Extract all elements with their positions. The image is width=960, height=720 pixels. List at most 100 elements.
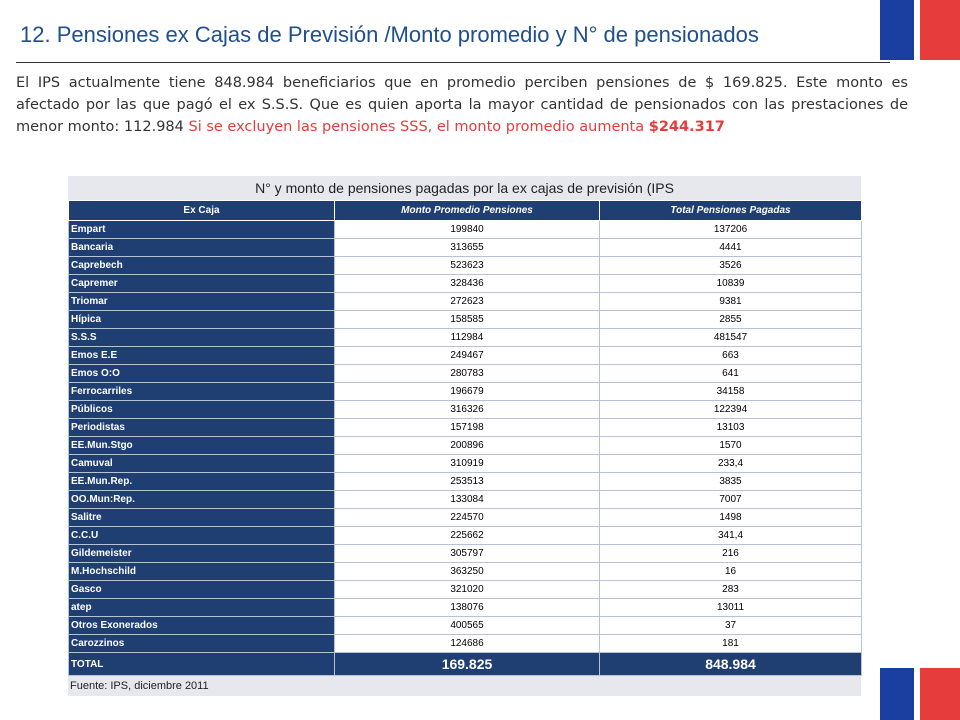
row-caja-name: Emos O:O (68, 364, 335, 383)
row-monto-value: 157198 (334, 418, 600, 437)
header-ex-caja: Ex Caja (68, 200, 335, 221)
row-monto-value: 316326 (334, 400, 600, 419)
row-total-value: 1498 (599, 508, 862, 527)
summary-text: El IPS actualmente tiene 848.984 benefic… (16, 75, 908, 135)
row-total-value: 3526 (599, 256, 862, 275)
row-monto-value: 249467 (334, 346, 600, 365)
flag-decoration-top (880, 0, 960, 60)
row-monto-value: 158585 (334, 310, 600, 329)
summary-paragraph: El IPS actualmente tiene 848.984 benefic… (16, 72, 908, 138)
row-total-value: 663 (599, 346, 862, 365)
row-monto-value: 400565 (334, 616, 600, 635)
row-monto-value: 196679 (334, 382, 600, 401)
row-total-value: 3835 (599, 472, 862, 491)
row-total-value: 283 (599, 580, 862, 599)
row-total-value: 34158 (599, 382, 862, 401)
table-row: Emos O:O 280783 641 (68, 364, 862, 383)
row-caja-name: Emos E.E (68, 346, 335, 365)
pensions-table: Ex Caja Monto Promedio Pensiones Total P… (68, 200, 862, 676)
row-total-value: 137206 (599, 220, 862, 239)
row-caja-name: Capremer (68, 274, 335, 293)
row-total-value: 16 (599, 562, 862, 581)
page-title: 12. Pensiones ex Cajas de Previsión /Mon… (20, 22, 759, 47)
row-caja-name: M.Hochschild (68, 562, 335, 581)
row-monto-value: 305797 (334, 544, 600, 563)
table-row: C.C.U 225662 341,4 (68, 526, 862, 545)
table-row: Gildemeister 305797 216 (68, 544, 862, 563)
row-caja-name: Bancaria (68, 238, 335, 257)
row-caja-name: EE.Mun.Stgo (68, 436, 335, 455)
row-caja-name: C.C.U (68, 526, 335, 545)
table-row: EE.Mun.Stgo 200896 1570 (68, 436, 862, 455)
table-row: Caprebech 523623 3526 (68, 256, 862, 275)
row-total-value: 122394 (599, 400, 862, 419)
table-row: Triomar 272623 9381 (68, 292, 862, 311)
row-monto-value: 321020 (334, 580, 600, 599)
table-row: Hípica 158585 2855 (68, 310, 862, 329)
row-caja-name: Salitre (68, 508, 335, 527)
row-caja-name: Gasco (68, 580, 335, 599)
table-row: Emos E.E 249467 663 (68, 346, 862, 365)
row-caja-name: EE.Mun.Rep. (68, 472, 335, 491)
pensions-table-panel: N° y monto de pensiones pagadas por la e… (68, 176, 862, 696)
table-row: Camuval 310919 233,4 (68, 454, 862, 473)
table-row: Bancaria 313655 4441 (68, 238, 862, 257)
header-monto-promedio: Monto Promedio Pensiones (334, 200, 600, 221)
row-monto-value: 225662 (334, 526, 600, 545)
row-caja-name: S.S.S (68, 328, 335, 347)
row-total-value: 13011 (599, 598, 862, 617)
row-caja-name: atep (68, 598, 335, 617)
summary-amount: $244.317 (648, 119, 725, 135)
row-caja-name: Triomar (68, 292, 335, 311)
summary-highlight: Si se excluyen las pensiones SSS, el mon… (188, 119, 649, 135)
row-total-value: 7007 (599, 490, 862, 509)
row-total-value: 4441 (599, 238, 862, 257)
row-total-value: 37 (599, 616, 862, 635)
row-total-value: 181 (599, 634, 862, 653)
row-total-value: 641 (599, 364, 862, 383)
row-monto-value: 272623 (334, 292, 600, 311)
flag-decoration-bottom (880, 668, 960, 720)
row-monto-value: 199840 (334, 220, 600, 239)
row-monto-value: 328436 (334, 274, 600, 293)
row-total-value: 13103 (599, 418, 862, 437)
row-caja-name: Otros Exonerados (68, 616, 335, 635)
row-monto-value: 363250 (334, 562, 600, 581)
table-row: Otros Exonerados 400565 37 (68, 616, 862, 635)
row-monto-value: 133084 (334, 490, 600, 509)
row-caja-name: Periodistas (68, 418, 335, 437)
total-monto-value: 169.825 (334, 652, 600, 676)
row-monto-value: 310919 (334, 454, 600, 473)
row-caja-name: Empart (68, 220, 335, 239)
row-total-value: 341,4 (599, 526, 862, 545)
row-total-value: 9381 (599, 292, 862, 311)
row-total-value: 10839 (599, 274, 862, 293)
table-row: Salitre 224570 1498 (68, 508, 862, 527)
row-caja-name: Ferrocarriles (68, 382, 335, 401)
total-pensiones-value: 848.984 (599, 652, 862, 676)
row-monto-value: 280783 (334, 364, 600, 383)
row-monto-value: 253513 (334, 472, 600, 491)
row-caja-name: Públicos (68, 400, 335, 419)
table-caption: N° y monto de pensiones pagadas por la e… (255, 180, 674, 196)
table-row: atep 138076 13011 (68, 598, 862, 617)
row-monto-value: 224570 (334, 508, 600, 527)
table-row: M.Hochschild 363250 16 (68, 562, 862, 581)
table-row: Públicos 316326 122394 (68, 400, 862, 419)
row-monto-value: 124686 (334, 634, 600, 653)
row-monto-value: 313655 (334, 238, 600, 257)
row-caja-name: Camuval (68, 454, 335, 473)
table-total-row: TOTAL 169.825 848.984 (68, 652, 862, 676)
row-caja-name: Carozzinos (68, 634, 335, 653)
table-row: Gasco 321020 283 (68, 580, 862, 599)
row-total-value: 233,4 (599, 454, 862, 473)
table-row: Capremer 328436 10839 (68, 274, 862, 293)
row-total-value: 1570 (599, 436, 862, 455)
table-row: OO.Mun:Rep. 133084 7007 (68, 490, 862, 509)
source-note: Fuente: IPS, diciembre 2011 (70, 680, 209, 692)
row-caja-name: Gildemeister (68, 544, 335, 563)
row-monto-value: 112984 (334, 328, 600, 347)
row-total-value: 2855 (599, 310, 862, 329)
row-monto-value: 200896 (334, 436, 600, 455)
row-total-value: 481547 (599, 328, 862, 347)
